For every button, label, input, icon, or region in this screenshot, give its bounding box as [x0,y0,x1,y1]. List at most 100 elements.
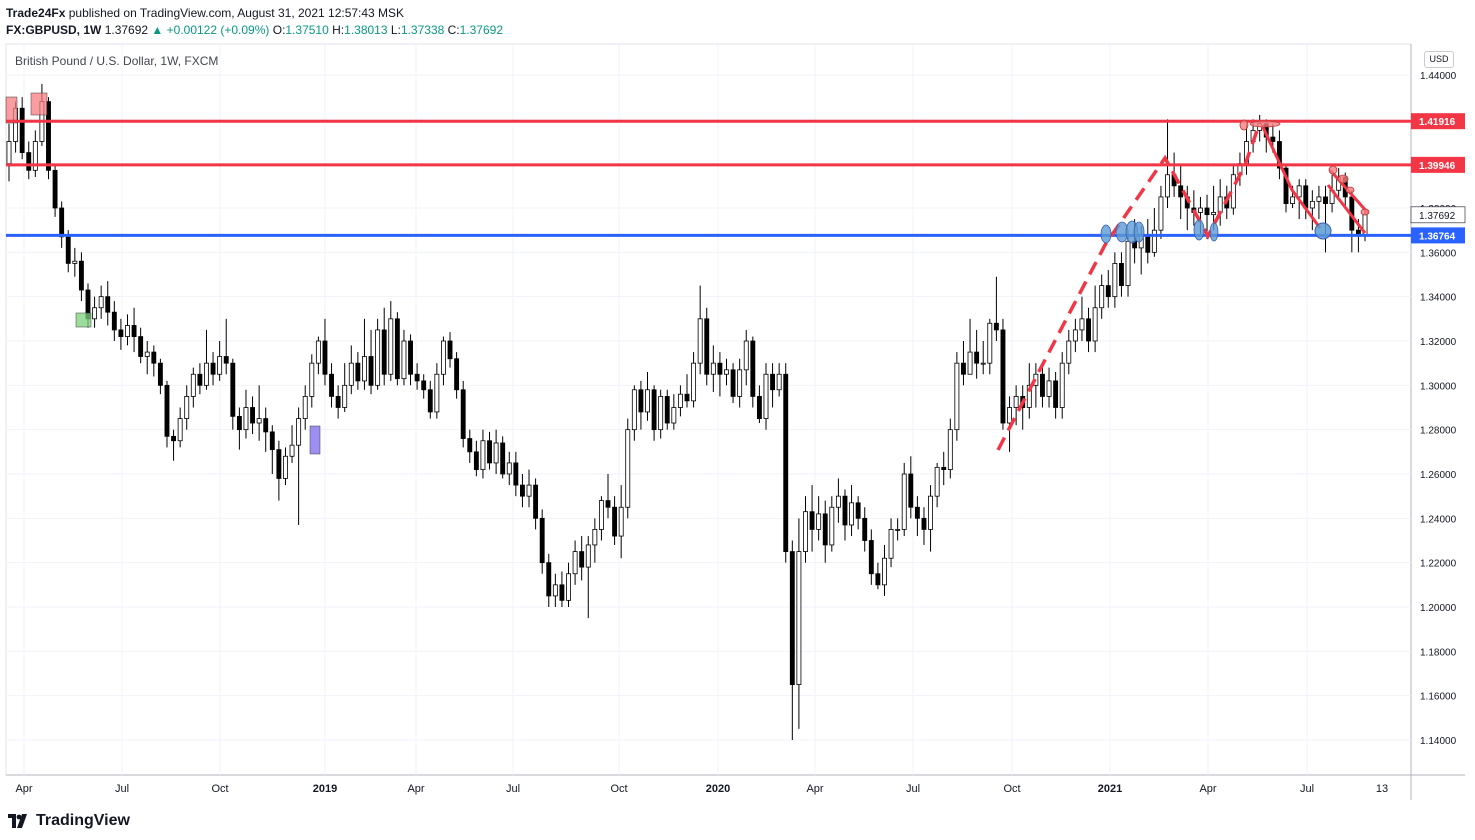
candle-body [197,373,203,386]
candle-body [375,329,381,386]
candle-body [441,340,446,375]
candle-body [750,340,756,397]
candle-body [447,340,453,360]
candle-body [783,373,789,552]
candle-body [1197,207,1203,213]
candle-body [789,551,795,685]
candle-body [480,440,486,470]
candle-body [822,513,828,546]
candle-body [283,455,288,479]
resistance-touch-marker [1249,120,1281,128]
candle-body [506,462,512,475]
candle-body [500,442,506,475]
y-tick-label: 1.20000 [1420,603,1457,614]
candle-body [335,396,341,408]
candle-body [645,389,650,413]
candle-body [315,340,321,364]
candle-body [408,340,413,375]
candle-body [355,362,361,382]
support-touch-marker [1133,221,1145,243]
level-price-tag [1411,113,1465,130]
candle-body [1105,285,1111,298]
candle-body [961,362,966,375]
symbol-name: FX:GBPUSD, 1W [6,23,102,37]
candle-body [263,418,269,433]
level-price-label: 1.39946 [1419,161,1456,172]
low-value: 1.37338 [400,23,445,37]
candle-body [1007,407,1012,424]
candle-body [559,584,565,601]
level-price-label: 1.36764 [1419,231,1456,242]
candle-body [6,141,12,165]
candle-body [941,466,947,470]
y-tick-label: 1.18000 [1420,647,1457,658]
currency-button[interactable]: USD [1424,51,1454,68]
candle-body [210,362,216,375]
candle-body [585,544,591,568]
level-price-label: 1.41916 [1419,117,1456,128]
high-label: H: [332,23,345,37]
candle-body [1026,384,1032,408]
candle-body [223,356,229,364]
candle-body [1086,318,1091,342]
candle-body [427,389,433,413]
publisher-name[interactable]: Trade24Fx [6,6,66,20]
red-marker-box [30,92,48,116]
candle-body [1072,329,1078,342]
candle-body [954,362,960,431]
candle-body [1230,174,1236,209]
x-tick-label: Oct [211,783,228,795]
candle-body [1059,362,1065,408]
candle-body [276,449,282,479]
support-touch-marker [1193,219,1205,241]
candle-body [368,356,374,386]
candle-body [98,296,104,309]
candle-body [467,438,473,453]
candle-body [204,362,209,386]
tradingview-footer[interactable]: TradingView [8,812,130,830]
candle-body [309,362,315,397]
candle-body [1165,174,1170,198]
candle-body [250,407,255,424]
tradingview-brand: TradingView [36,812,130,829]
candle-body [217,356,223,375]
support-touch-marker [1100,224,1112,244]
candle-body [342,384,348,408]
open-value: 1.37510 [285,23,329,37]
candle-body [717,362,723,375]
y-tick-label: 1.14000 [1420,736,1457,747]
candle-body [684,393,690,402]
candle-body [46,101,51,171]
candle-body [914,506,920,519]
candle-body [579,551,585,568]
candle-body [868,540,874,575]
x-tick-label: 2019 [313,783,337,795]
x-tick-label: Jul [115,783,129,795]
pattern-solid-line [1260,124,1322,229]
candle-body [552,584,558,597]
candle-body [862,517,868,541]
candle-body [92,307,98,320]
candle-body [980,362,986,365]
low-label: L: [390,23,401,37]
chart-legend-title[interactable]: British Pound / U.S. Dollar, 1W, FXCM [15,54,219,68]
candle-body [776,373,782,391]
candle-body [19,107,25,153]
candle-body [184,396,190,419]
candle-body [269,431,275,451]
resistance-touch-marker [1328,165,1338,175]
candle-body [533,484,539,519]
y-tick-label: 1.34000 [1420,293,1457,304]
candle-body [631,389,637,431]
candles-group [6,83,1368,740]
candle-body [855,502,861,519]
candle-body [111,311,117,331]
resistance-touch-marker [1337,174,1349,184]
candle-body [289,444,295,457]
candle-body [598,500,604,530]
price-change: ▲ +0.00122 (+0.09%) [151,23,270,37]
candle-body [842,495,848,526]
x-tick-label: Apr [407,783,424,795]
x-tick-label: Apr [1199,783,1216,795]
